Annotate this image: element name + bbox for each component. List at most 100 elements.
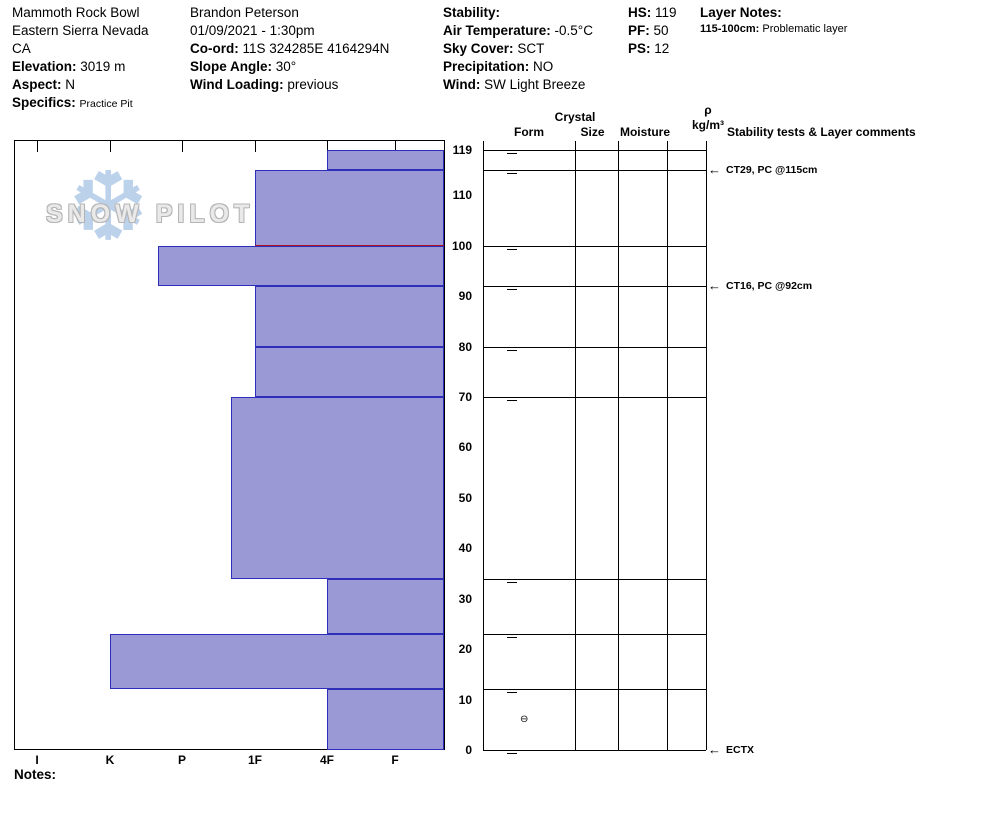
size-column-header: Size [580, 125, 605, 139]
form-column-header: Form [514, 125, 544, 139]
pf-row: PF: 50 [628, 22, 677, 40]
grid-vertical-line [483, 141, 484, 750]
crystal-column-header: Crystal [554, 110, 596, 124]
grid-vertical-line [706, 141, 707, 750]
specifics-value: Practice Pit [79, 98, 133, 110]
hardness-axis-label: I [35, 753, 39, 767]
layer-note-row: 115-100cm: Problematic layer [700, 22, 847, 37]
depth-tick-label: 40 [458, 541, 472, 556]
grid-layer-boundary-line [483, 578, 706, 580]
header-layer-notes-column: Layer Notes: 115-100cm: Problematic laye… [700, 4, 847, 37]
snow-layer-bar [255, 170, 444, 246]
form-boundary-tick [507, 400, 517, 402]
depth-tick-label: 20 [458, 642, 472, 657]
form-boundary-tick [507, 173, 517, 175]
snow-layer-bar [327, 578, 444, 635]
air-temp-value: -0.5°C [554, 23, 593, 38]
depth-tick-label: 50 [458, 490, 472, 505]
density-rho-header: ρ [704, 103, 712, 117]
hardness-top-tick [37, 141, 38, 152]
header-weather-column: Stability: Air Temperature: -0.5°C Sky C… [443, 4, 593, 94]
hardness-top-tick [182, 141, 183, 152]
stability-label: Stability: [443, 5, 501, 20]
stability-test-label: ECTX [726, 744, 755, 756]
wind-label: Wind: [443, 77, 481, 92]
header-heights-column: HS: 119 PF: 50 PS: 12 [628, 4, 677, 58]
aspect-label: Aspect: [12, 77, 62, 92]
snow-layer-bar [327, 689, 444, 750]
layer-note-label: 115-100cm: [700, 23, 760, 35]
form-boundary-tick [507, 637, 517, 639]
depth-tick-label: 60 [458, 440, 472, 455]
observation-datetime: 01/09/2021 - 1:30pm [190, 23, 315, 38]
stability-test-arrow: ← [708, 278, 721, 294]
hs-row: HS: 119 [628, 4, 677, 22]
elevation-row: Elevation: 3019 m [12, 58, 149, 76]
snow-layer-bar [327, 150, 444, 171]
snowpilot-logo-text: SNOW PILOT [46, 200, 255, 228]
depth-tick-label: 30 [458, 591, 472, 606]
sky-cover-value: SCT [517, 41, 545, 56]
hardness-top-tick [327, 141, 328, 152]
slope-angle-label: Slope Angle: [190, 59, 273, 74]
profile-frame [14, 140, 445, 750]
coord-value: 11S 324285E 4164294N [242, 41, 390, 56]
sky-cover-row: Sky Cover: SCT [443, 40, 593, 58]
grid-layer-boundary-line [483, 689, 706, 691]
coord-label: Co-ord: [190, 41, 239, 56]
elevation-value: 3019 m [80, 59, 126, 74]
grid-layer-boundary-line [483, 750, 706, 751]
grid-layer-boundary-line [483, 286, 706, 288]
hardness-axis-label: 4F [319, 753, 335, 767]
layer-note-value: Problematic layer [762, 23, 848, 35]
wind-row: Wind: SW Light Breeze [443, 76, 593, 94]
wind-loading-row: Wind Loading: previous [190, 76, 389, 94]
specifics-row: Specifics: Practice Pit [12, 94, 149, 113]
elevation-label: Elevation: [12, 59, 77, 74]
depth-tick-label: 110 [452, 188, 472, 203]
stability-test-label: CT29, PC @115cm [726, 164, 818, 177]
wind-loading-label: Wind Loading: [190, 77, 284, 92]
hardness-axis-label: 1F [247, 753, 263, 767]
grid-layer-boundary-line [483, 397, 706, 399]
form-boundary-tick [507, 581, 517, 583]
specifics-label: Specifics: [12, 95, 76, 110]
form-boundary-tick [507, 248, 517, 250]
grid-vertical-line [667, 141, 668, 750]
wind-loading-value: previous [287, 77, 339, 92]
crystal-form-symbol: ⊖ [520, 713, 529, 725]
pf-label: PF: [628, 23, 650, 38]
pf-value: 50 [653, 23, 669, 38]
ps-label: PS: [628, 41, 651, 56]
slope-angle-row: Slope Angle: 30° [190, 58, 389, 76]
aspect-row: Aspect: N [12, 76, 149, 94]
hardness-axis-label: P [177, 753, 187, 767]
hs-value: 119 [655, 5, 677, 20]
stability-tests-header: Stability tests & Layer comments [727, 125, 916, 139]
ps-value: 12 [654, 41, 670, 56]
depth-tick-label: 90 [458, 289, 472, 304]
grid-vertical-line [575, 141, 576, 750]
snow-layer-bar [231, 397, 444, 579]
slope-angle-value: 30° [275, 59, 297, 74]
precipitation-row: Precipitation: NO [443, 58, 593, 76]
notes-label: Notes: [14, 767, 57, 782]
form-boundary-tick [507, 692, 517, 694]
wind-value: SW Light Breeze [484, 77, 586, 92]
site-state: CA [12, 41, 31, 56]
stability-test-arrow: ← [708, 162, 721, 178]
depth-tick-label: 119 [452, 143, 472, 157]
hardness-top-tick [395, 141, 396, 152]
hs-label: HS: [628, 5, 652, 20]
hardness-axis-label: K [105, 753, 115, 767]
observer-name: Brandon Peterson [190, 5, 299, 20]
aspect-value: N [65, 77, 76, 92]
grid-layer-boundary-line [483, 346, 706, 348]
precipitation-value: NO [533, 59, 554, 74]
ps-row: PS: 12 [628, 40, 677, 58]
stability-test-arrow: ← [708, 742, 721, 757]
snowflake-icon: ❆ [68, 154, 149, 261]
snow-layer-bar [158, 245, 444, 287]
grid-layer-boundary-line [483, 634, 706, 636]
